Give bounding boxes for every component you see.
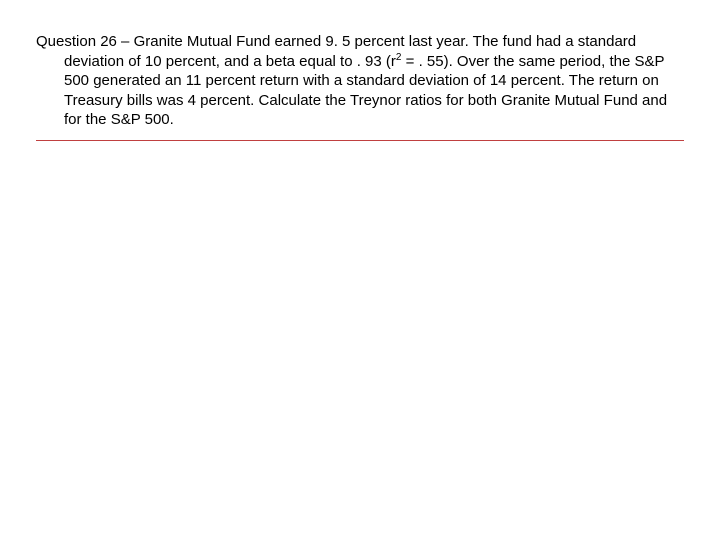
slide-content: Question 26 – Granite Mutual Fund earned… bbox=[0, 0, 720, 141]
question-paragraph: Question 26 – Granite Mutual Fund earned… bbox=[36, 32, 684, 130]
section-divider bbox=[36, 140, 684, 141]
question-label: Question 26 – bbox=[36, 33, 134, 50]
